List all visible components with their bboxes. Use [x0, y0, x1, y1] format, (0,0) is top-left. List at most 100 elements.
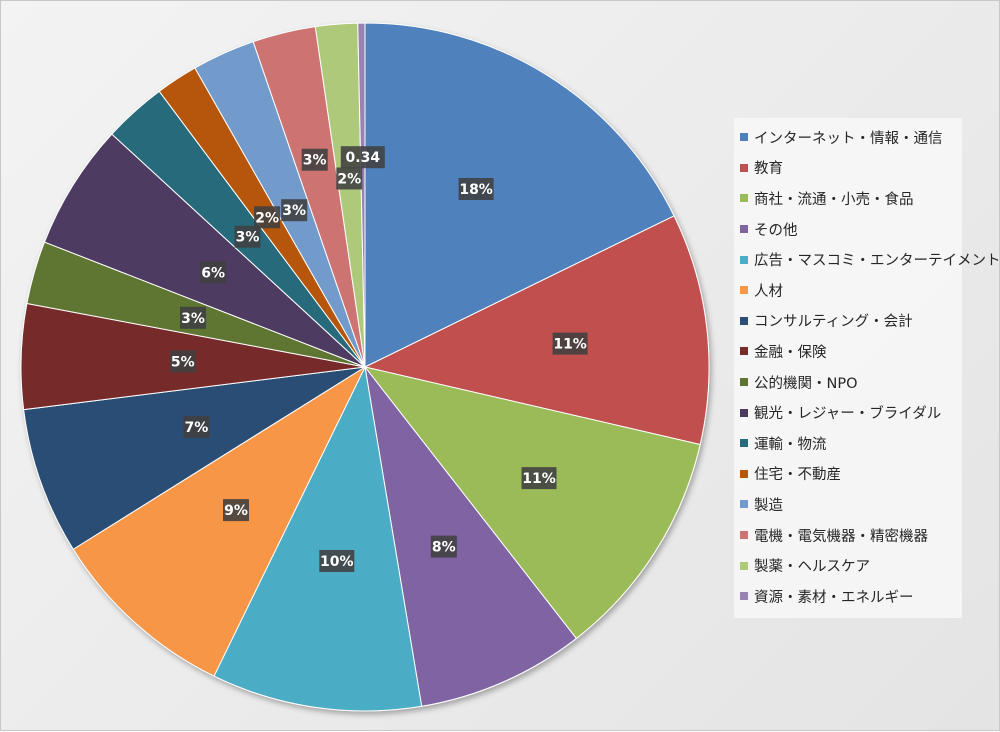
- slice-data-label: 6%: [200, 261, 227, 284]
- slice-data-label-text: 5%: [171, 354, 195, 370]
- legend-swatch: [740, 531, 748, 540]
- legend-label: コンサルティング・会計: [754, 314, 913, 331]
- legend-swatch: [740, 163, 748, 172]
- legend-label: 教育: [754, 161, 783, 178]
- legend-label: 観光・レジャー・ブライダル: [754, 406, 942, 423]
- legend: インターネット・情報・通信 教育 商社・流通・小売・食品 その他 広告・マスコミ・エンタ…: [734, 118, 1000, 618]
- legend-item: インターネット・情報・通信: [740, 122, 962, 153]
- slice-data-label-text: 8%: [432, 540, 456, 556]
- legend-swatch: [740, 561, 748, 570]
- slice-data-label: 9%: [223, 499, 249, 522]
- legend-swatch: [740, 592, 748, 601]
- legend-item: 人材: [740, 275, 962, 306]
- slice-data-label: 3%: [234, 225, 261, 248]
- legend-item: 公的機関・NPO: [740, 367, 962, 398]
- slice-data-label-box: [458, 178, 494, 200]
- slice-data-label-box: [200, 261, 227, 284]
- slice-data-label: 11%: [521, 467, 557, 490]
- slice-data-label-box: [183, 415, 210, 438]
- legend-swatch: [740, 316, 748, 325]
- legend-label: その他: [754, 222, 798, 239]
- legend-item: 資源・素材・エネルギー: [740, 581, 962, 612]
- slice-data-label: 8%: [430, 535, 457, 558]
- legend-item: 製造: [740, 489, 962, 520]
- slice-data-label-box: [301, 148, 328, 171]
- legend-item: 金融・保険: [740, 336, 962, 367]
- slice-data-label-text: 11%: [553, 337, 587, 353]
- slice-data-label-text: 0.34: [346, 150, 381, 166]
- slice-data-label-text: 3%: [181, 311, 205, 327]
- legend-swatch: [740, 194, 748, 203]
- legend-swatch: [740, 500, 748, 509]
- slice-data-label-text: 11%: [522, 471, 556, 487]
- legend-item: 商社・流通・小売・食品: [740, 183, 962, 214]
- slice-data-label: 2%: [254, 206, 281, 229]
- slice-data-label-box: [223, 499, 249, 522]
- legend-label: 電機・電気機器・精密機器: [754, 528, 928, 545]
- legend-swatch: [740, 347, 748, 356]
- slice-data-label-text: 3%: [303, 153, 327, 169]
- legend-item: 運輸・物流: [740, 428, 962, 459]
- legend-label: 資源・素材・エネルギー: [754, 589, 914, 606]
- legend-swatch: [740, 255, 748, 264]
- slice-data-label: 3%: [301, 148, 328, 171]
- slice-data-label-box: [169, 350, 196, 373]
- pie-slice: [213, 365, 423, 712]
- pie-slice: [23, 366, 366, 550]
- legend-label: 公的機関・NPO: [754, 375, 858, 392]
- slice-data-label: 0.34: [340, 146, 385, 169]
- slice-data-label-box: [340, 146, 385, 169]
- slice-data-label: 3%: [180, 306, 206, 329]
- slice-data-label-box: [552, 332, 588, 355]
- legend-item: その他: [740, 214, 962, 245]
- slice-data-label: 5%: [169, 350, 196, 373]
- pie-slice: [357, 22, 366, 368]
- slice-data-label-text: 2%: [337, 172, 361, 188]
- slice-data-label-text: 9%: [224, 503, 248, 519]
- legend-label: 製造: [754, 497, 783, 514]
- legend-label: 住宅・不動産: [754, 467, 841, 484]
- legend-item: 製薬・ヘルスケア: [740, 550, 962, 581]
- slice-data-label: 18%: [458, 178, 494, 200]
- slice-data-label: 10%: [319, 550, 355, 572]
- legend-swatch: [740, 408, 748, 417]
- slice-data-label-text: 3%: [282, 203, 306, 219]
- legend-swatch: [740, 469, 748, 478]
- legend-swatch: [740, 133, 748, 142]
- slice-data-label-box: [430, 535, 457, 558]
- pie-slice: [363, 215, 710, 446]
- legend-item: 教育: [740, 153, 962, 184]
- slice-data-label-text: 2%: [255, 210, 279, 226]
- legend-item: 住宅・不動産: [740, 459, 962, 490]
- slice-data-label-box: [234, 225, 261, 248]
- slice-data-label-box: [521, 467, 557, 490]
- slice-data-label-text: 7%: [185, 420, 209, 436]
- slice-data-label: 3%: [281, 199, 308, 222]
- slice-data-label: 7%: [183, 415, 210, 438]
- slice-data-label-text: 3%: [236, 230, 260, 246]
- slice-data-label-text: 18%: [459, 182, 493, 198]
- legend-label: 製薬・ヘルスケア: [754, 559, 870, 576]
- slice-data-label-text: 10%: [320, 554, 354, 570]
- pie-slice: [364, 22, 675, 368]
- slice-data-label-text: 6%: [201, 265, 225, 281]
- legend-swatch: [740, 439, 748, 448]
- legend-swatch: [740, 225, 748, 234]
- legend-item: 電機・電気機器・精密機器: [740, 520, 962, 551]
- legend-item: 観光・レジャー・ブライダル: [740, 397, 962, 428]
- legend-label: 運輸・物流: [754, 436, 827, 453]
- legend-label: 商社・流通・小売・食品: [754, 191, 914, 208]
- slice-data-label: 11%: [552, 332, 588, 355]
- pie-slice: [364, 366, 578, 707]
- slice-data-label-box: [180, 306, 206, 329]
- legend-label: 人材: [754, 283, 783, 300]
- slice-data-label-box: [254, 206, 281, 229]
- slice-data-label: 2%: [336, 167, 363, 190]
- pie-slice: [43, 133, 366, 368]
- pie-slice: [363, 366, 701, 640]
- legend-label: インターネット・情報・通信: [754, 130, 943, 147]
- legend-swatch: [740, 286, 748, 295]
- legend-item: コンサルティング・会計: [740, 306, 962, 337]
